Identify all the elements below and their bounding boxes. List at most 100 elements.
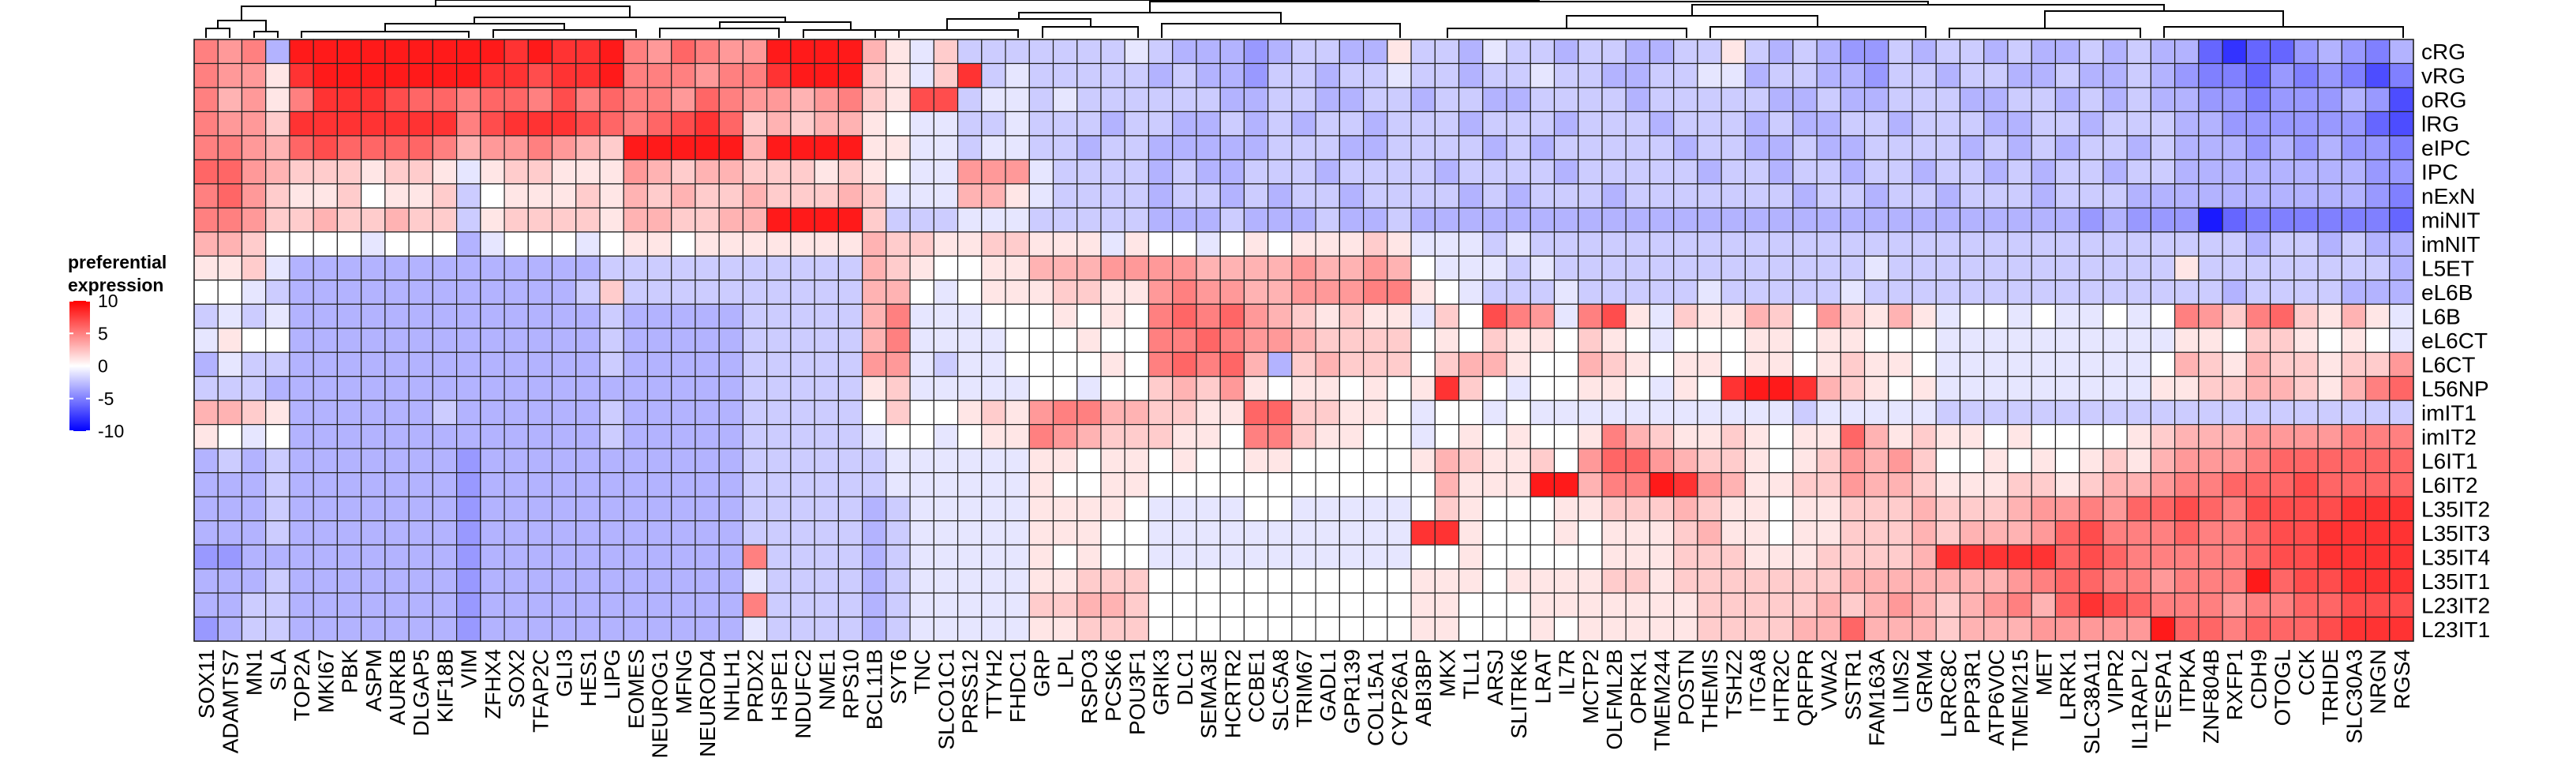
heatmap-cell <box>1315 159 1340 185</box>
heatmap-cell <box>2364 159 2391 185</box>
heatmap-cell <box>480 592 505 618</box>
heatmap-cell <box>814 62 839 88</box>
dendrogram-branch <box>241 6 631 21</box>
heatmap-cell <box>527 303 553 329</box>
heatmap-cell <box>981 616 1006 642</box>
heatmap-cell <box>1959 39 1985 65</box>
heatmap-cell <box>1530 183 1556 208</box>
heatmap-cell <box>790 62 815 88</box>
heatmap-cell <box>671 351 696 377</box>
heatmap-cell <box>2054 207 2080 233</box>
heatmap-cell <box>265 183 290 208</box>
heatmap-cell <box>2150 472 2176 497</box>
heatmap-cell <box>671 424 696 449</box>
heatmap-cell <box>599 231 624 257</box>
heatmap-cell <box>2079 328 2104 353</box>
column-label: MKX <box>1435 649 1459 697</box>
heatmap-cell <box>1482 351 1507 377</box>
heatmap-cell <box>933 592 959 618</box>
heatmap-cell <box>2054 496 2080 522</box>
column-label: PBK <box>338 649 362 693</box>
heatmap-cell <box>1840 424 1866 449</box>
heatmap-cell <box>1530 87 1556 113</box>
heatmap-cell <box>2031 544 2057 570</box>
heatmap-cell <box>1219 544 1245 570</box>
heatmap-cells <box>193 39 2414 642</box>
heatmap-cell <box>1339 207 1365 233</box>
heatmap-cell <box>289 183 314 208</box>
heatmap-cell <box>1625 376 1651 401</box>
heatmap-cell <box>1387 592 1412 618</box>
heatmap-cell <box>1553 87 1579 113</box>
heatmap-cell <box>336 448 362 474</box>
heatmap-cell <box>456 544 481 570</box>
column-label: ITGA8 <box>1745 649 1769 713</box>
heatmap-cell <box>671 520 696 546</box>
heatmap-cell <box>2174 568 2200 594</box>
heatmap-cell <box>1625 207 1651 233</box>
row-label: miNIT <box>2421 208 2481 233</box>
heatmap-cell <box>1172 255 1197 281</box>
heatmap-cell <box>1625 424 1651 449</box>
heatmap-cell <box>1196 159 1221 185</box>
heatmap-cell <box>1530 207 1556 233</box>
heatmap-cell <box>1911 544 1937 570</box>
heatmap-cell <box>456 448 481 474</box>
heatmap-cell <box>1482 472 1507 497</box>
heatmap-cell <box>551 448 577 474</box>
heatmap-cell <box>1840 328 1866 353</box>
heatmap-cell <box>957 255 983 281</box>
row-label: oRG <box>2421 88 2467 112</box>
heatmap-cell <box>1840 616 1866 642</box>
heatmap-cell <box>766 472 792 497</box>
column-label: BCL11B <box>863 649 887 730</box>
heatmap-cell <box>1100 616 1125 642</box>
heatmap-cell <box>1983 351 2009 377</box>
heatmap-cell <box>1124 135 1150 160</box>
heatmap-cell <box>2031 400 2057 426</box>
heatmap-cell <box>1291 183 1316 208</box>
heatmap-cell <box>193 424 219 449</box>
heatmap-cell <box>909 255 934 281</box>
heatmap-cell <box>1601 424 1627 449</box>
heatmap-cell <box>886 159 911 185</box>
heatmap-cell <box>1697 400 1722 426</box>
heatmap-cell <box>1983 87 2009 113</box>
heatmap-cell <box>241 303 267 329</box>
heatmap-cell <box>1649 135 1675 160</box>
heatmap-cell <box>480 496 505 522</box>
heatmap-cell <box>527 135 553 160</box>
heatmap-cell <box>1792 544 1818 570</box>
heatmap-cell <box>1482 592 1507 618</box>
heatmap-cell <box>671 39 696 65</box>
heatmap-cell <box>623 303 649 329</box>
heatmap-cell <box>1673 376 1698 401</box>
heatmap-cell <box>1530 496 1556 522</box>
heatmap-cell <box>1458 351 1484 377</box>
column-label: NEUROD4 <box>695 649 720 757</box>
heatmap-cell <box>933 62 959 88</box>
heatmap-cell <box>1267 135 1293 160</box>
heatmap-cell <box>1458 111 1484 137</box>
heatmap-cell <box>1410 328 1436 353</box>
column-label: ATP6V0C <box>1984 649 2009 745</box>
heatmap-cell <box>1840 255 1866 281</box>
heatmap-cell <box>1362 328 1388 353</box>
heatmap-cell <box>1673 520 1698 546</box>
heatmap-cell <box>1339 376 1365 401</box>
heatmap-cell <box>646 351 672 377</box>
heatmap-cell <box>1076 616 1102 642</box>
heatmap-cell <box>217 87 243 113</box>
heatmap-cell <box>2054 328 2080 353</box>
heatmap-cell <box>623 207 649 233</box>
heatmap-cell <box>623 255 649 281</box>
row-label: IPC <box>2421 160 2458 185</box>
heatmap-cell <box>1410 376 1436 401</box>
heatmap-cell <box>575 376 601 401</box>
heatmap-cell <box>432 111 458 137</box>
heatmap-cell <box>2150 280 2176 305</box>
heatmap-cell <box>2007 62 2032 88</box>
heatmap-cell <box>1720 520 1746 546</box>
column-label: ARSJ <box>1483 649 1507 706</box>
heatmap-cell <box>1028 520 1054 546</box>
